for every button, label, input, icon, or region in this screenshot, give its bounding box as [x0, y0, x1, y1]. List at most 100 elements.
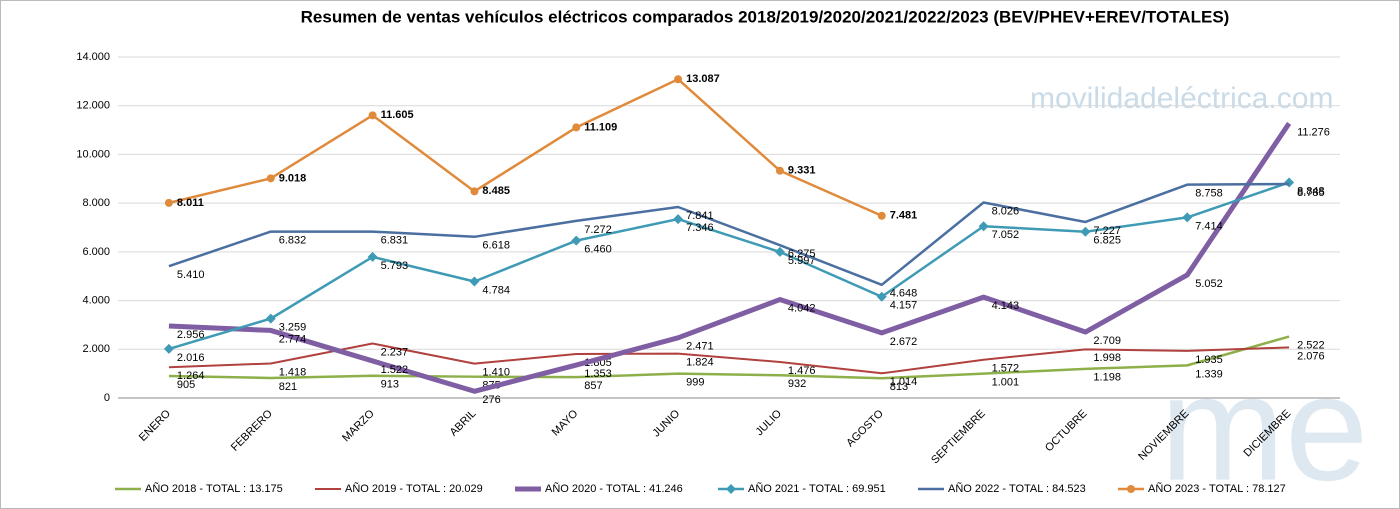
- data-label: 3.259: [279, 322, 307, 334]
- series-line: [168, 335, 1290, 380]
- data-label: 11.276: [1297, 126, 1330, 138]
- series-line: [168, 342, 1290, 375]
- data-label: 1.522: [381, 364, 409, 376]
- data-label: 8.848: [1297, 185, 1325, 197]
- point: [470, 187, 479, 196]
- data-label: 1.410: [482, 367, 510, 379]
- data-label: 1.014: [890, 376, 918, 388]
- data-label: 1.824: [686, 356, 714, 368]
- point: [978, 221, 989, 232]
- point: [673, 214, 684, 225]
- point: [163, 343, 174, 354]
- point: [469, 276, 480, 287]
- legend-label: AÑO 2018 - TOTAL : 13.175: [145, 482, 283, 495]
- data-label: 7.346: [686, 222, 714, 234]
- y-tick-label: 6.000: [82, 246, 110, 258]
- y-tick-label: 2.000: [82, 343, 110, 355]
- data-label: 13.087: [686, 73, 720, 85]
- data-label: 1.935: [1195, 354, 1223, 366]
- data-label: 11.109: [584, 121, 617, 133]
- data-label: 5.793: [381, 260, 409, 272]
- data-label: 7.414: [1195, 220, 1223, 232]
- data-label: 2.522: [1297, 339, 1325, 351]
- data-label: 7.272: [584, 224, 612, 236]
- data-label: 4.042: [788, 302, 816, 314]
- data-label: 8.485: [482, 185, 510, 197]
- legend-marker: [1127, 485, 1135, 493]
- point: [1080, 226, 1091, 237]
- data-label: 1.339: [1195, 368, 1223, 380]
- data-label: 2.471: [686, 341, 714, 353]
- data-label: 9.018: [279, 172, 307, 184]
- chart-title: Resumen de ventas vehículos eléctricos c…: [301, 7, 1230, 26]
- data-label: 2.774: [279, 333, 307, 345]
- point: [572, 123, 581, 132]
- point: [775, 166, 784, 175]
- point: [674, 75, 683, 84]
- y-tick-label: 10.000: [76, 148, 110, 160]
- data-label: 8.011: [177, 197, 204, 209]
- legend-label: AÑO 2019 - TOTAL : 20.029: [345, 482, 483, 495]
- data-label: 5.997: [788, 255, 816, 267]
- series-line: [168, 77, 883, 217]
- data-label: 5.052: [1195, 278, 1223, 290]
- data-label: 1.198: [1093, 372, 1121, 384]
- data-label: 5.410: [177, 269, 205, 281]
- legend-label: AÑO 2023 - TOTAL : 78.127: [1148, 482, 1286, 495]
- data-label: 813: [890, 381, 908, 393]
- data-label: 4.784: [482, 284, 510, 296]
- point: [877, 211, 886, 220]
- data-label: 1.353: [584, 368, 612, 380]
- series-line: [168, 182, 1290, 287]
- data-label: 6.832: [279, 234, 307, 246]
- data-label: 4.648: [890, 288, 918, 300]
- point: [367, 251, 378, 262]
- data-label: 1.572: [992, 363, 1020, 375]
- series-line: [168, 181, 1290, 351]
- data-label: 11.605: [381, 109, 414, 121]
- data-label: 6.275: [788, 248, 816, 260]
- data-label: 7.052: [992, 229, 1020, 241]
- legend-label: AÑO 2021 - TOTAL : 69.951: [748, 482, 886, 495]
- data-label: 1.998: [1093, 352, 1121, 364]
- data-label: 4.157: [890, 300, 918, 312]
- data-label: 6.831: [381, 235, 409, 247]
- data-label: 2.709: [1093, 335, 1121, 347]
- point: [1182, 212, 1193, 223]
- series-line: [168, 121, 1292, 394]
- data-label: 1.001: [992, 377, 1020, 389]
- watermark: movilidadeléctrica.com: [1030, 82, 1333, 115]
- point: [368, 111, 377, 120]
- data-label: 2.076: [1297, 350, 1325, 362]
- point: [164, 198, 173, 207]
- data-label: 913: [381, 379, 399, 391]
- legend-label: AÑO 2020 - TOTAL : 41.246: [545, 482, 683, 495]
- data-label: 7.481: [890, 210, 918, 222]
- point: [266, 174, 275, 183]
- data-label: 6.825: [1093, 235, 1121, 247]
- data-label: 905: [177, 379, 195, 391]
- point: [265, 313, 276, 324]
- data-label: 857: [584, 380, 602, 392]
- data-label: 7.841: [686, 210, 714, 222]
- data-label: 7.227: [1093, 225, 1121, 237]
- data-label: 276: [482, 394, 500, 406]
- data-label: 932: [788, 378, 806, 390]
- y-tick-label: 12.000: [76, 100, 110, 112]
- point: [774, 246, 785, 257]
- data-label: 8.026: [992, 205, 1020, 217]
- data-label: 1.418: [279, 366, 307, 378]
- point: [876, 291, 887, 302]
- data-label: 4.143: [992, 300, 1020, 312]
- data-label: 2.956: [177, 329, 205, 341]
- point: [571, 235, 582, 246]
- legend-marker: [726, 484, 736, 494]
- data-label: 821: [279, 381, 297, 393]
- data-label: 1.476: [788, 365, 816, 377]
- data-label: 6.460: [584, 244, 612, 256]
- data-label: 1.264: [177, 370, 205, 382]
- data-label: 8.785: [1297, 187, 1325, 199]
- data-label: 2.672: [890, 336, 918, 348]
